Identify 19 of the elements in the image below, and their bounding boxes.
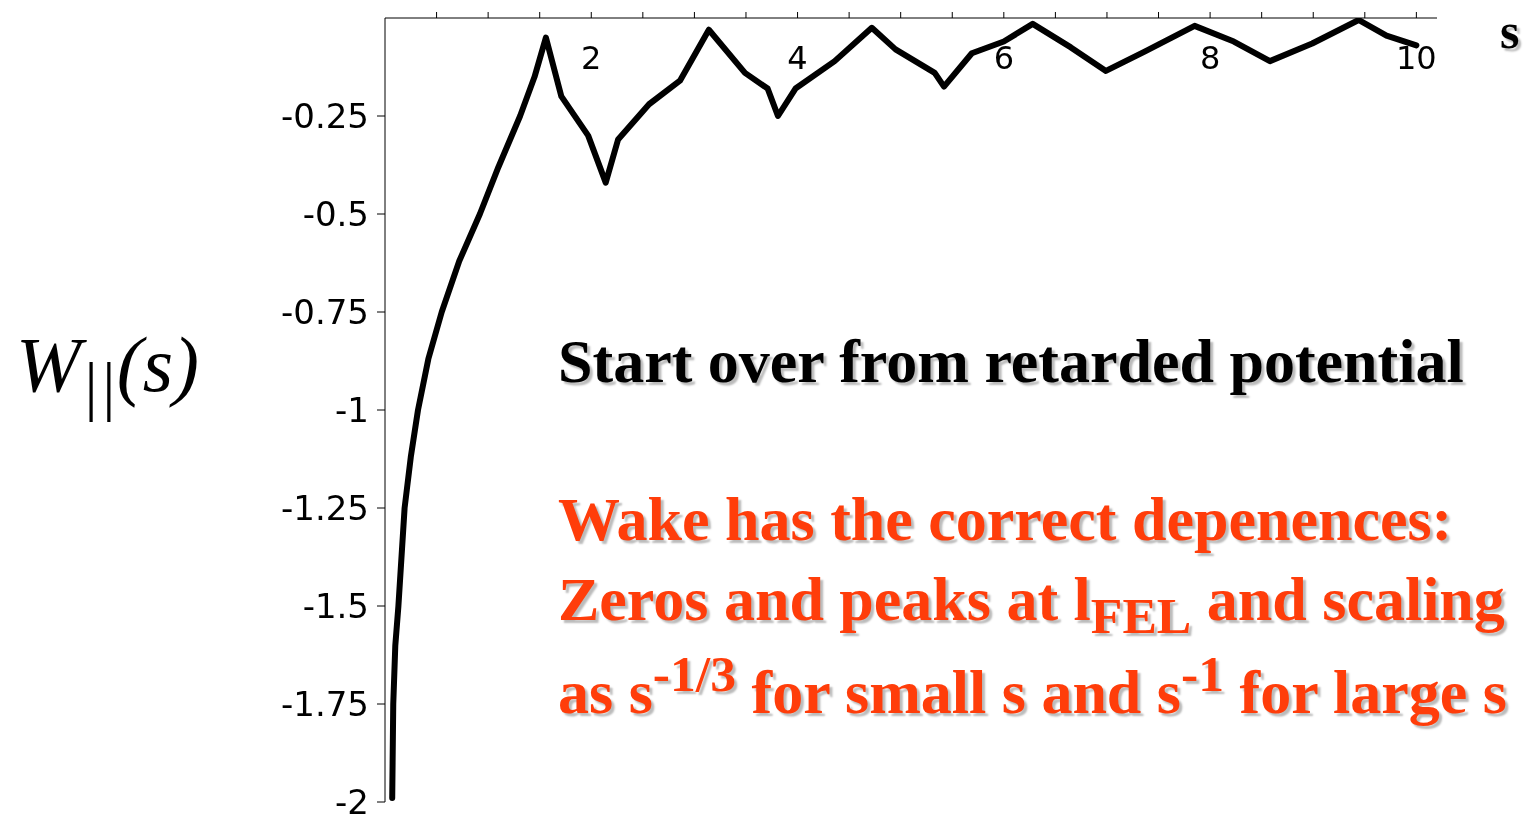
- y-axis-title: W$_{||}$(s): [16, 320, 200, 424]
- y-tick-label: -0.25: [281, 96, 369, 136]
- y-tick-label: -1.75: [281, 684, 369, 724]
- annotation: Start over from retarded potential: [558, 326, 1464, 397]
- x-tick-label: 2: [581, 39, 602, 77]
- y-tick-label: -1.25: [281, 488, 369, 528]
- y-tick-label: -1: [335, 390, 369, 430]
- y-tick-label: -0.5: [302, 194, 369, 234]
- x-tick-label: 6: [993, 39, 1014, 77]
- annotation: Wake has the correct depenences:: [558, 484, 1453, 555]
- annotation: as s$^{-1/3}$ for small s and s$^{-1}$ for large s: [558, 644, 1507, 728]
- y-tick-label: -1.5: [302, 586, 369, 626]
- x-axis-title: s: [1500, 2, 1520, 60]
- x-tick-label: 4: [787, 39, 808, 77]
- y-tick-label: -2: [335, 782, 369, 817]
- annotation: Zeros and peaks at l$_{FEL}$ and scaling: [558, 564, 1505, 646]
- x-tick-label: 8: [1199, 39, 1221, 77]
- y-tick-label: -0.75: [281, 292, 369, 332]
- x-tick-label: 10: [1396, 39, 1437, 77]
